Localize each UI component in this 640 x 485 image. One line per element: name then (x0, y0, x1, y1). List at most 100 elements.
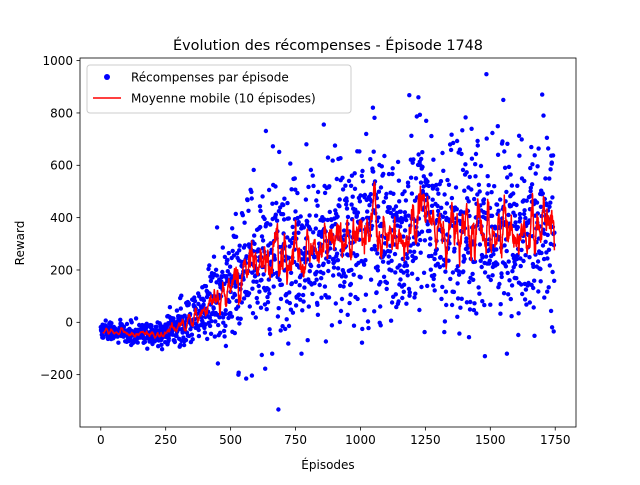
reward-point (222, 334, 227, 339)
reward-point (402, 228, 408, 233)
reward-point (427, 228, 432, 234)
reward-point (411, 157, 416, 162)
reward-point (223, 323, 228, 328)
reward-point (186, 301, 191, 306)
reward-point (493, 226, 498, 231)
moving-average-line (102, 181, 556, 339)
reward-point (441, 168, 446, 173)
reward-point (296, 220, 301, 225)
reward-point (404, 263, 410, 268)
reward-point (319, 295, 324, 300)
reward-point (359, 173, 364, 179)
reward-point (519, 282, 524, 287)
reward-point (455, 281, 460, 286)
reward-point (330, 158, 335, 163)
reward-point (490, 273, 495, 278)
reward-point (235, 304, 241, 309)
reward-point (300, 308, 305, 313)
x-tick-label: 1000 (345, 433, 376, 447)
reward-point (116, 340, 121, 345)
reward-point (135, 340, 140, 345)
reward-point (242, 243, 248, 248)
reward-point (502, 243, 507, 248)
reward-point (540, 243, 546, 248)
reward-point (412, 249, 417, 254)
reward-point (506, 292, 511, 297)
reward-point (313, 226, 318, 231)
reward-point (226, 250, 231, 256)
reward-point (466, 335, 472, 340)
reward-point (469, 126, 474, 131)
reward-point (246, 208, 251, 213)
reward-point (196, 333, 202, 339)
reward-point (305, 338, 310, 343)
reward-point (227, 272, 232, 277)
reward-point (483, 254, 489, 259)
reward-point (491, 252, 496, 257)
reward-point (358, 193, 363, 198)
reward-point (297, 283, 302, 288)
reward-point (217, 315, 222, 320)
reward-point (192, 298, 198, 304)
reward-point (174, 333, 179, 339)
reward-point (335, 266, 341, 271)
reward-point (531, 264, 536, 269)
reward-point (390, 171, 395, 177)
reward-point (546, 146, 551, 151)
reward-point (472, 301, 477, 306)
plot-frame (79, 57, 577, 428)
reward-point (384, 286, 389, 292)
reward-point (389, 258, 394, 263)
reward-point (473, 174, 478, 179)
reward-point (422, 238, 428, 243)
reward-point (402, 189, 407, 194)
reward-point (319, 234, 324, 239)
reward-point (442, 329, 447, 335)
reward-point (429, 203, 435, 208)
reward-point (317, 282, 322, 288)
reward-point (510, 269, 515, 274)
reward-point (281, 217, 287, 222)
reward-point (405, 269, 410, 274)
reward-point (442, 192, 447, 197)
reward-point (225, 269, 230, 274)
reward-point (499, 274, 504, 280)
reward-point (389, 268, 394, 273)
reward-point (315, 189, 321, 195)
reward-point (393, 292, 398, 297)
reward-point (341, 228, 347, 233)
reward-point (427, 242, 433, 247)
reward-point (412, 198, 418, 203)
reward-point (398, 224, 403, 229)
reward-point (454, 138, 460, 144)
reward-point (419, 229, 425, 234)
reward-point (215, 361, 221, 366)
reward-point (489, 190, 494, 195)
reward-point (354, 252, 360, 258)
reward-point (343, 183, 348, 188)
reward-point (391, 207, 396, 212)
reward-point (477, 189, 482, 194)
reward-point (384, 280, 390, 286)
reward-point (401, 282, 407, 287)
reward-point (528, 165, 533, 171)
reward-point (545, 289, 550, 294)
reward-point (273, 212, 278, 217)
reward-point (344, 206, 350, 211)
reward-point (383, 195, 389, 200)
reward-point (500, 139, 505, 144)
reward-point (259, 234, 265, 239)
reward-point (412, 295, 417, 300)
reward-point (296, 292, 302, 297)
reward-point (475, 143, 480, 148)
x-axis-label: Épisodes (301, 457, 354, 472)
reward-point (485, 191, 490, 196)
reward-point (345, 214, 351, 220)
reward-point (498, 311, 503, 316)
reward-point (129, 320, 134, 325)
y-tick-label: 600 (50, 159, 73, 173)
reward-point (223, 311, 228, 317)
reward-point (455, 314, 460, 319)
reward-point (543, 176, 548, 181)
reward-point (349, 202, 354, 207)
